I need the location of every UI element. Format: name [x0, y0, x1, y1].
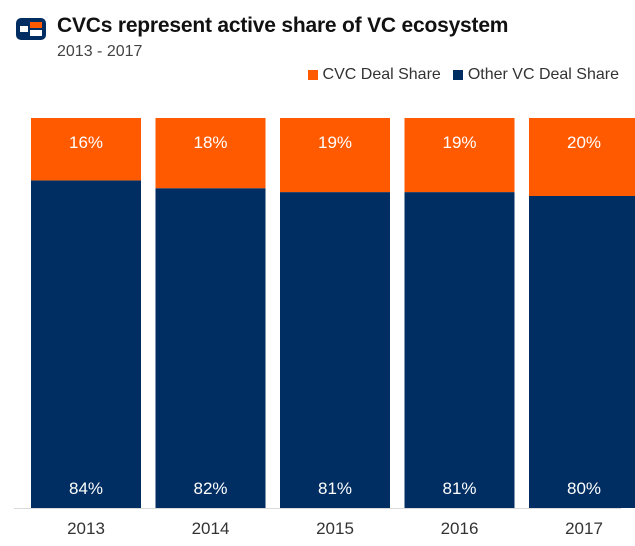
x-tick-label-2017: 2017 [565, 519, 603, 538]
x-tick-label-2013: 2013 [67, 519, 105, 538]
x-tick-label-2016: 2016 [441, 519, 479, 538]
legend-item-cvc: CVC Deal Share [307, 66, 441, 84]
cb-insights-logo-icon [16, 18, 46, 40]
bar-other-vc-2013 [31, 180, 141, 508]
legend-swatch-cvc [307, 70, 318, 80]
bar-other-vc-2014 [155, 188, 266, 508]
bar-other-vc-2015 [280, 192, 390, 508]
x-tick-label-2014: 2014 [192, 519, 230, 538]
chart-legend: CVC Deal Share Other VC Deal Share [296, 66, 619, 84]
bar-cvc-2016 [404, 118, 515, 193]
data-label-other-vc-2014: 82% [193, 479, 227, 498]
data-label-cvc-2017: 20% [567, 133, 601, 152]
chart-title: CVCs represent active share of VC ecosys… [57, 14, 509, 37]
data-label-other-vc-2017: 80% [567, 479, 601, 498]
data-label-cvc-2015: 19% [318, 133, 352, 152]
data-label-cvc-2014: 18% [193, 133, 227, 152]
bar-cvc-2014 [155, 118, 266, 189]
data-label-other-vc-2016: 81% [442, 479, 476, 498]
bar-other-vc-2017 [529, 196, 635, 508]
bar-cvc-2017 [529, 118, 635, 196]
legend-label-other-vc: Other VC Deal Share [467, 66, 619, 83]
data-label-other-vc-2015: 81% [318, 479, 352, 498]
bar-cvc-2013 [31, 118, 141, 181]
legend-item-other-vc: Other VC Deal Share [452, 66, 619, 84]
bar-other-vc-2016 [404, 192, 515, 508]
data-label-other-vc-2013: 84% [69, 479, 103, 498]
legend-label-cvc: CVC Deal Share [322, 66, 441, 83]
x-tick-label-2015: 2015 [316, 519, 354, 538]
data-label-cvc-2016: 19% [442, 133, 476, 152]
chart-subtitle: 2013 - 2017 [57, 43, 143, 60]
bar-cvc-2015 [280, 118, 390, 193]
data-label-cvc-2013: 16% [69, 133, 103, 152]
legend-swatch-other-vc [452, 70, 463, 80]
